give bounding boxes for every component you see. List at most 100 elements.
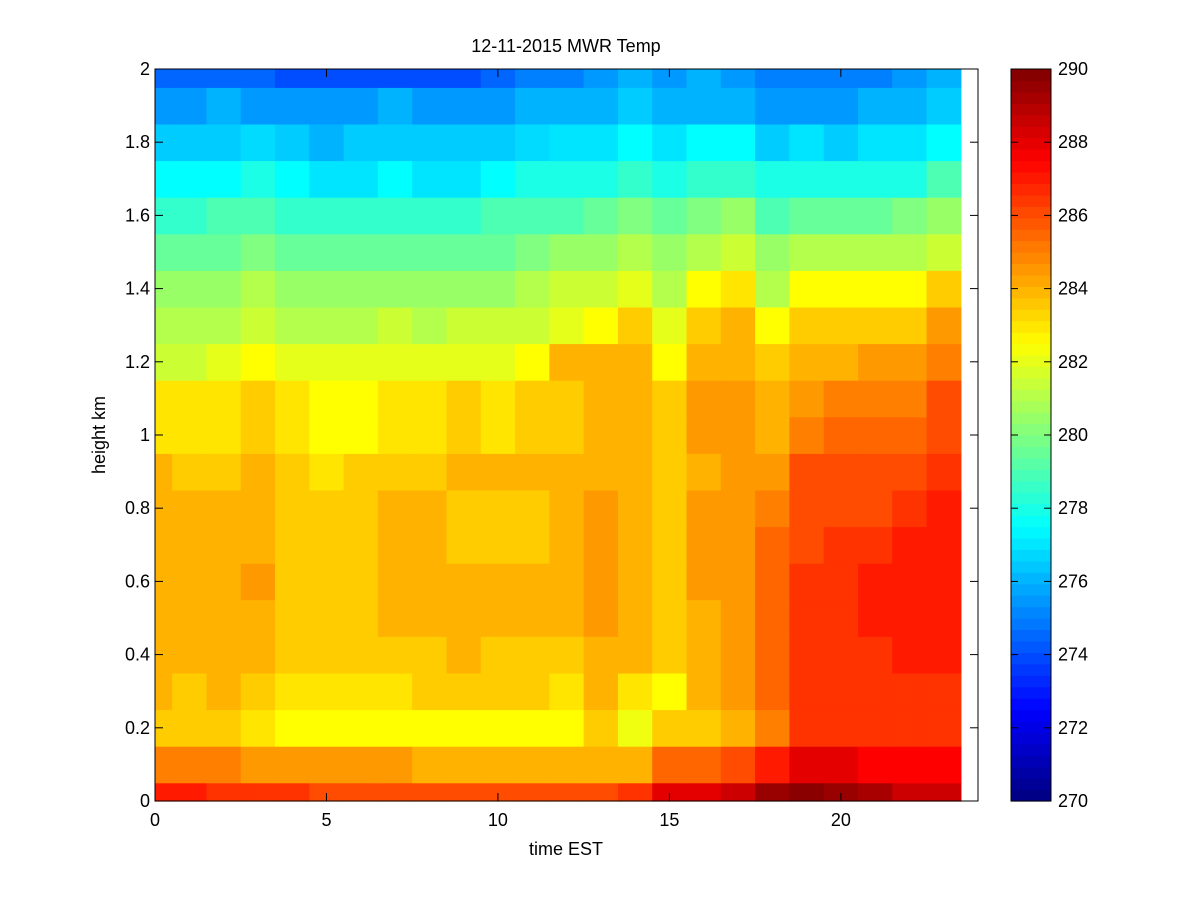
heatmap-cell — [446, 636, 482, 674]
heatmap-cell — [583, 343, 619, 381]
heatmap-cell — [515, 526, 550, 564]
heatmap-cell — [857, 306, 893, 345]
heatmap-cell — [720, 343, 756, 381]
heatmap-cell — [755, 453, 790, 491]
heatmap-cell — [172, 416, 208, 454]
heatmap-cell — [892, 233, 928, 271]
heatmap-cell — [480, 782, 516, 802]
heatmap-cell — [240, 526, 276, 564]
heatmap-cell — [686, 270, 722, 308]
colorbar-band — [1011, 698, 1051, 711]
heatmap-cell — [172, 380, 208, 418]
heatmap-cell — [549, 380, 585, 418]
heatmap-cell — [412, 489, 448, 528]
colorbar-tick-label: 272 — [1058, 718, 1088, 738]
heatmap-cell — [686, 636, 722, 674]
heatmap-cell — [823, 453, 859, 491]
colorbar-band — [1011, 652, 1051, 665]
heatmap-cell — [892, 709, 928, 747]
colorbar-band — [1011, 366, 1051, 379]
colorbar-band — [1011, 103, 1051, 116]
heatmap-cell — [892, 343, 928, 381]
heatmap-cell — [412, 453, 448, 491]
heatmap-cell — [926, 197, 962, 235]
heatmap-cell — [652, 87, 688, 125]
heatmap-cell — [926, 160, 962, 198]
heatmap-cell — [515, 489, 550, 528]
heatmap-cell — [240, 672, 276, 711]
heatmap-cell — [343, 489, 379, 528]
colorbar-band — [1011, 377, 1051, 390]
heatmap-cell — [720, 306, 756, 345]
heatmap-cell — [377, 123, 413, 162]
heatmap-cell — [206, 782, 242, 802]
colorbar-band — [1011, 675, 1051, 688]
heatmap-cell — [309, 563, 345, 601]
heatmap-cell — [515, 87, 550, 125]
heatmap-cell — [446, 270, 482, 308]
heatmap-cell — [583, 453, 619, 491]
colorbar-band — [1011, 469, 1051, 482]
heatmap-cell — [377, 197, 413, 235]
heatmap-cell — [755, 380, 790, 418]
heatmap-cell — [789, 563, 825, 601]
colorbar-band — [1011, 686, 1051, 699]
heatmap-cell — [240, 123, 276, 162]
heatmap-cell — [549, 270, 585, 308]
heatmap-cell — [823, 782, 859, 802]
x-axis-ticks: 0 5 10 15 20 — [150, 69, 851, 830]
heatmap-cell — [343, 123, 379, 162]
heatmap-cell — [206, 270, 242, 308]
heatmap-cell — [206, 563, 242, 601]
heatmap-cell — [549, 87, 585, 125]
heatmap-cell — [755, 69, 790, 88]
heatmap-cell — [789, 746, 825, 784]
heatmap-cell — [275, 489, 310, 528]
x-tick-label: 20 — [831, 810, 851, 830]
heatmap-cell — [755, 746, 790, 784]
heatmap-cell — [155, 160, 173, 198]
heatmap-cell — [377, 87, 413, 125]
heatmap-cell — [720, 782, 756, 802]
heatmap-cell — [275, 672, 310, 711]
heatmap-cell — [789, 709, 825, 747]
heatmap-cell — [686, 782, 722, 802]
heatmap-cell — [652, 746, 688, 784]
colorbar-band — [1011, 606, 1051, 619]
x-tick-label: 5 — [321, 810, 331, 830]
heatmap-cell — [343, 416, 379, 454]
heatmap-cell — [857, 563, 893, 601]
colorbar-band — [1011, 126, 1051, 139]
heatmap-cell — [892, 672, 928, 711]
heatmap-cell — [446, 746, 482, 784]
heatmap-cell — [617, 87, 653, 125]
heatmap-cell — [343, 380, 379, 418]
x-tick-label: 15 — [659, 810, 679, 830]
colorbar-band — [1011, 480, 1051, 493]
heatmap-cell — [343, 526, 379, 564]
heatmap-cell — [892, 87, 928, 125]
heatmap-cell — [549, 343, 585, 381]
heatmap-cell — [926, 380, 962, 418]
heatmap-cell — [240, 563, 276, 601]
heatmap-cell — [309, 782, 345, 802]
heatmap-cell — [155, 197, 173, 235]
heatmap-cell — [377, 69, 413, 88]
heatmap-cell — [892, 599, 928, 637]
y-tick-label: 0.2 — [125, 718, 150, 738]
heatmap-cell — [892, 563, 928, 601]
heatmap-cell — [446, 233, 482, 271]
heatmap-cell — [652, 489, 688, 528]
colorbar-tick-label: 282 — [1058, 352, 1088, 372]
heatmap-cell — [755, 416, 790, 454]
heatmap-cell — [343, 453, 379, 491]
heatmap-cell — [926, 599, 962, 637]
heatmap-cell — [789, 87, 825, 125]
heatmap-cell — [549, 233, 585, 271]
heatmap-cell — [343, 343, 379, 381]
heatmap-cell — [686, 709, 722, 747]
heatmap-cell — [857, 343, 893, 381]
heatmap-cell — [583, 197, 619, 235]
heatmap-cell — [857, 453, 893, 491]
heatmap-cell — [309, 453, 345, 491]
